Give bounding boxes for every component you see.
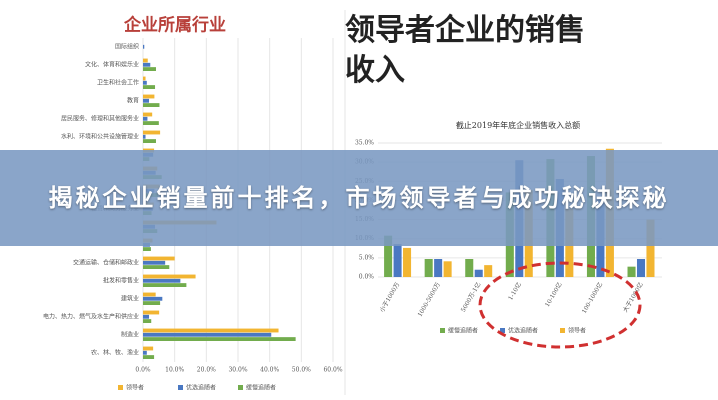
y-tick-label: 建筑业: [121, 295, 139, 303]
bar: [143, 121, 159, 125]
x-tick-label: 30.0%: [228, 367, 247, 374]
y-tick-label: 水利、环境和公共设施管理业: [61, 133, 139, 141]
legend-label: 缓慢追随者: [448, 327, 478, 335]
legend-swatch: [560, 328, 565, 333]
bar: [646, 219, 655, 277]
bar: [384, 235, 393, 277]
chart-title: 领导者企业的销售: [345, 13, 585, 48]
bar: [143, 314, 150, 319]
x-tick-label: 5000万-1亿: [459, 281, 482, 314]
y-tick-label: 教育: [127, 97, 139, 105]
x-tick-label: 10-100亿: [543, 281, 563, 308]
y-tick-label: 居民服务、修理和其他服务业: [61, 115, 139, 123]
y-tick-label: 5.0%: [359, 254, 375, 261]
bar: [143, 260, 166, 265]
y-tick-label: 国际组织: [115, 43, 139, 51]
bar: [143, 116, 148, 121]
highlight-circle: [478, 261, 642, 349]
x-tick-label: 0.0%: [135, 367, 151, 374]
bar: [143, 346, 154, 351]
y-tick-label: 批发和零售业: [103, 277, 139, 285]
bar: [143, 103, 160, 107]
bar: [143, 94, 155, 99]
bar: [474, 269, 483, 277]
x-tick-label: 40.0%: [260, 367, 279, 374]
legend-label: 领导者: [126, 384, 144, 392]
bar: [143, 278, 181, 283]
bar: [143, 130, 161, 135]
bar: [143, 112, 153, 117]
bar: [393, 244, 402, 277]
y-tick-label: 电力、热力、燃气及水生产和供应业: [43, 313, 139, 321]
bar: [627, 266, 636, 277]
legend-swatch: [440, 328, 445, 333]
y-tick-label: 35.0%: [355, 140, 374, 147]
bar: [143, 350, 147, 355]
legend-swatch: [118, 385, 123, 390]
bar: [143, 319, 152, 323]
bar: [143, 292, 156, 297]
bar: [143, 328, 279, 333]
bar: [143, 247, 151, 251]
bar: [434, 259, 443, 277]
bar: [484, 265, 493, 277]
bar: [403, 247, 412, 277]
bar: [143, 85, 156, 89]
y-tick-label: 农、林、牧、渔业: [91, 349, 139, 357]
bar: [143, 44, 145, 49]
bar: [143, 265, 170, 269]
chart-subtitle: 截止2019年年底企业销售收入总额: [456, 120, 580, 130]
chart-title: 收入: [345, 53, 405, 88]
bar: [143, 332, 272, 337]
legend-swatch: [500, 328, 505, 333]
x-tick-label: 1-10亿: [506, 281, 523, 302]
bar: [143, 310, 160, 315]
y-tick-label: 卫生和社会工作: [97, 79, 139, 87]
bar: [143, 139, 156, 143]
bar: [143, 58, 148, 63]
y-tick-label: 交通运输、仓储和邮政业: [73, 259, 139, 267]
bar: [143, 355, 155, 359]
x-tick-label: 100-1000亿: [580, 281, 604, 315]
legend-label: 优选追随者: [508, 327, 538, 335]
legend-swatch: [178, 385, 183, 390]
chart-title: 企业所属行业: [123, 15, 226, 36]
bar: [636, 259, 646, 277]
banner-text: 揭秘企业销量前十排名，市场领导者与成功秘诀探秘: [48, 184, 670, 212]
legend-label: 缓慢追随者: [246, 384, 276, 392]
x-tick-label: 10.0%: [165, 367, 184, 374]
y-tick-label: 制造业: [121, 331, 139, 339]
x-tick-label: 60.0%: [323, 367, 342, 374]
legend-label: 优选追随者: [186, 384, 216, 392]
bar: [143, 283, 187, 287]
bar: [443, 261, 452, 277]
x-tick-label: 1000-5000万: [417, 281, 442, 318]
bar: [143, 62, 151, 67]
legend-label: 领导者: [568, 327, 586, 335]
legend-swatch: [238, 385, 243, 390]
x-tick-label: 20.0%: [197, 367, 216, 374]
bar: [143, 296, 163, 301]
banner: 揭秘企业销量前十排名，市场领导者与成功秘诀探秘: [0, 150, 718, 246]
x-tick-label: 小于1000万: [378, 281, 402, 314]
bar: [465, 259, 474, 277]
bar: [143, 76, 146, 81]
bar: [143, 80, 147, 85]
y-tick-label: 0.0%: [359, 274, 375, 281]
bar: [143, 337, 296, 341]
bar: [143, 67, 156, 71]
y-tick-label: 文化、体育和娱乐业: [85, 61, 139, 69]
x-tick-label: 50.0%: [292, 367, 311, 374]
bar: [143, 256, 175, 261]
bar: [424, 259, 433, 277]
bar: [143, 98, 150, 103]
bar: [143, 301, 161, 305]
bar: [143, 274, 196, 279]
bar: [143, 134, 146, 139]
